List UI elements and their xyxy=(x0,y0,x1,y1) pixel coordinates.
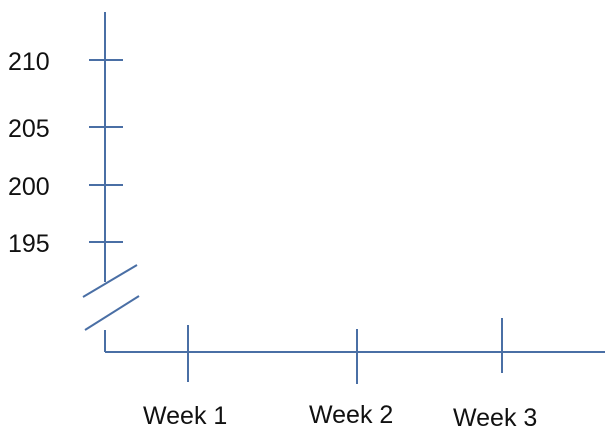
x-tick-label: Week 3 xyxy=(453,404,537,432)
x-tick-label: Week 2 xyxy=(309,401,393,429)
axis-break-mark-lower xyxy=(84,295,140,331)
y-tick-label: 200 xyxy=(8,173,50,201)
y-tick-label: 205 xyxy=(8,115,50,143)
y-tick-label: 195 xyxy=(8,230,50,258)
y-tick-label: 210 xyxy=(8,48,50,76)
axis-break-mark-upper xyxy=(82,264,138,298)
x-tick-label: Week 1 xyxy=(143,402,227,430)
